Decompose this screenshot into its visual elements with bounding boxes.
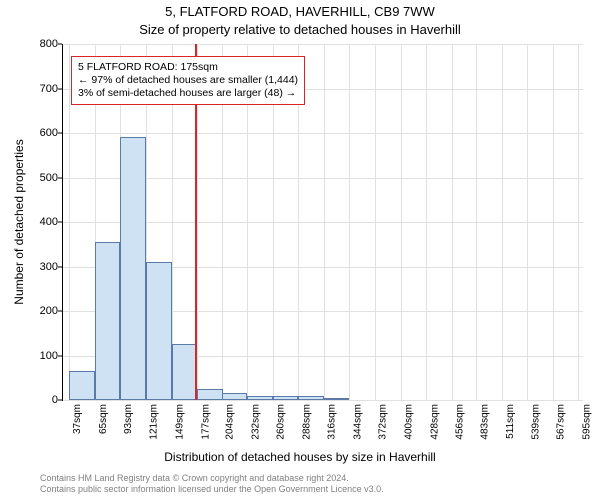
histogram-bar: [222, 393, 248, 400]
y-tick-label: 700: [18, 83, 58, 95]
gridline-v: [349, 44, 350, 400]
annotation-box: 5 FLATFORD ROAD: 175sqm ← 97% of detache…: [71, 56, 305, 105]
gridline-v: [578, 44, 579, 400]
gridline-v: [502, 44, 503, 400]
y-tick-label: 500: [18, 172, 58, 184]
x-axis-label: Distribution of detached houses by size …: [0, 450, 600, 464]
gridline-v: [553, 44, 554, 400]
y-tick-label: 800: [18, 38, 58, 50]
gridline-v: [426, 44, 427, 400]
histogram-bar: [247, 396, 273, 400]
gridline-v: [401, 44, 402, 400]
gridline-v: [527, 44, 528, 400]
histogram-bar: [120, 137, 146, 400]
footer-line-2: Contains public sector information licen…: [40, 484, 590, 495]
histogram-bar: [197, 389, 223, 400]
chart-subtitle: Size of property relative to detached ho…: [0, 22, 600, 37]
gridline-v: [452, 44, 453, 400]
footer-line-1: Contains HM Land Registry data © Crown c…: [40, 473, 590, 484]
gridline-v: [476, 44, 477, 400]
histogram-bar: [298, 396, 324, 400]
page-title: 5, FLATFORD ROAD, HAVERHILL, CB9 7WW: [0, 4, 600, 19]
histogram-bar: [95, 242, 121, 400]
gridline-v: [375, 44, 376, 400]
annotation-line-2: ← 97% of detached houses are smaller (1,…: [78, 74, 298, 87]
page-root: 5, FLATFORD ROAD, HAVERHILL, CB9 7WW Siz…: [0, 0, 600, 500]
histogram-bar: [69, 371, 95, 400]
gridline-v: [324, 44, 325, 400]
histogram-bar: [324, 398, 350, 400]
plot-area: 5 FLATFORD ROAD: 175sqm ← 97% of detache…: [62, 44, 583, 401]
y-tick-label: 100: [18, 350, 58, 362]
annotation-line-1: 5 FLATFORD ROAD: 175sqm: [78, 61, 298, 74]
annotation-line-3: 3% of semi-detached houses are larger (4…: [78, 87, 298, 100]
y-tick-label: 600: [18, 127, 58, 139]
histogram-bar: [273, 396, 299, 400]
y-tick-label: 200: [18, 305, 58, 317]
y-tick-label: 400: [18, 216, 58, 228]
histogram-bar: [172, 344, 198, 400]
histogram-bar: [146, 262, 172, 400]
y-tick-label: 0: [18, 394, 58, 406]
gridline-h: [63, 400, 583, 401]
footer-attribution: Contains HM Land Registry data © Crown c…: [40, 473, 590, 495]
y-tick-label: 300: [18, 261, 58, 273]
